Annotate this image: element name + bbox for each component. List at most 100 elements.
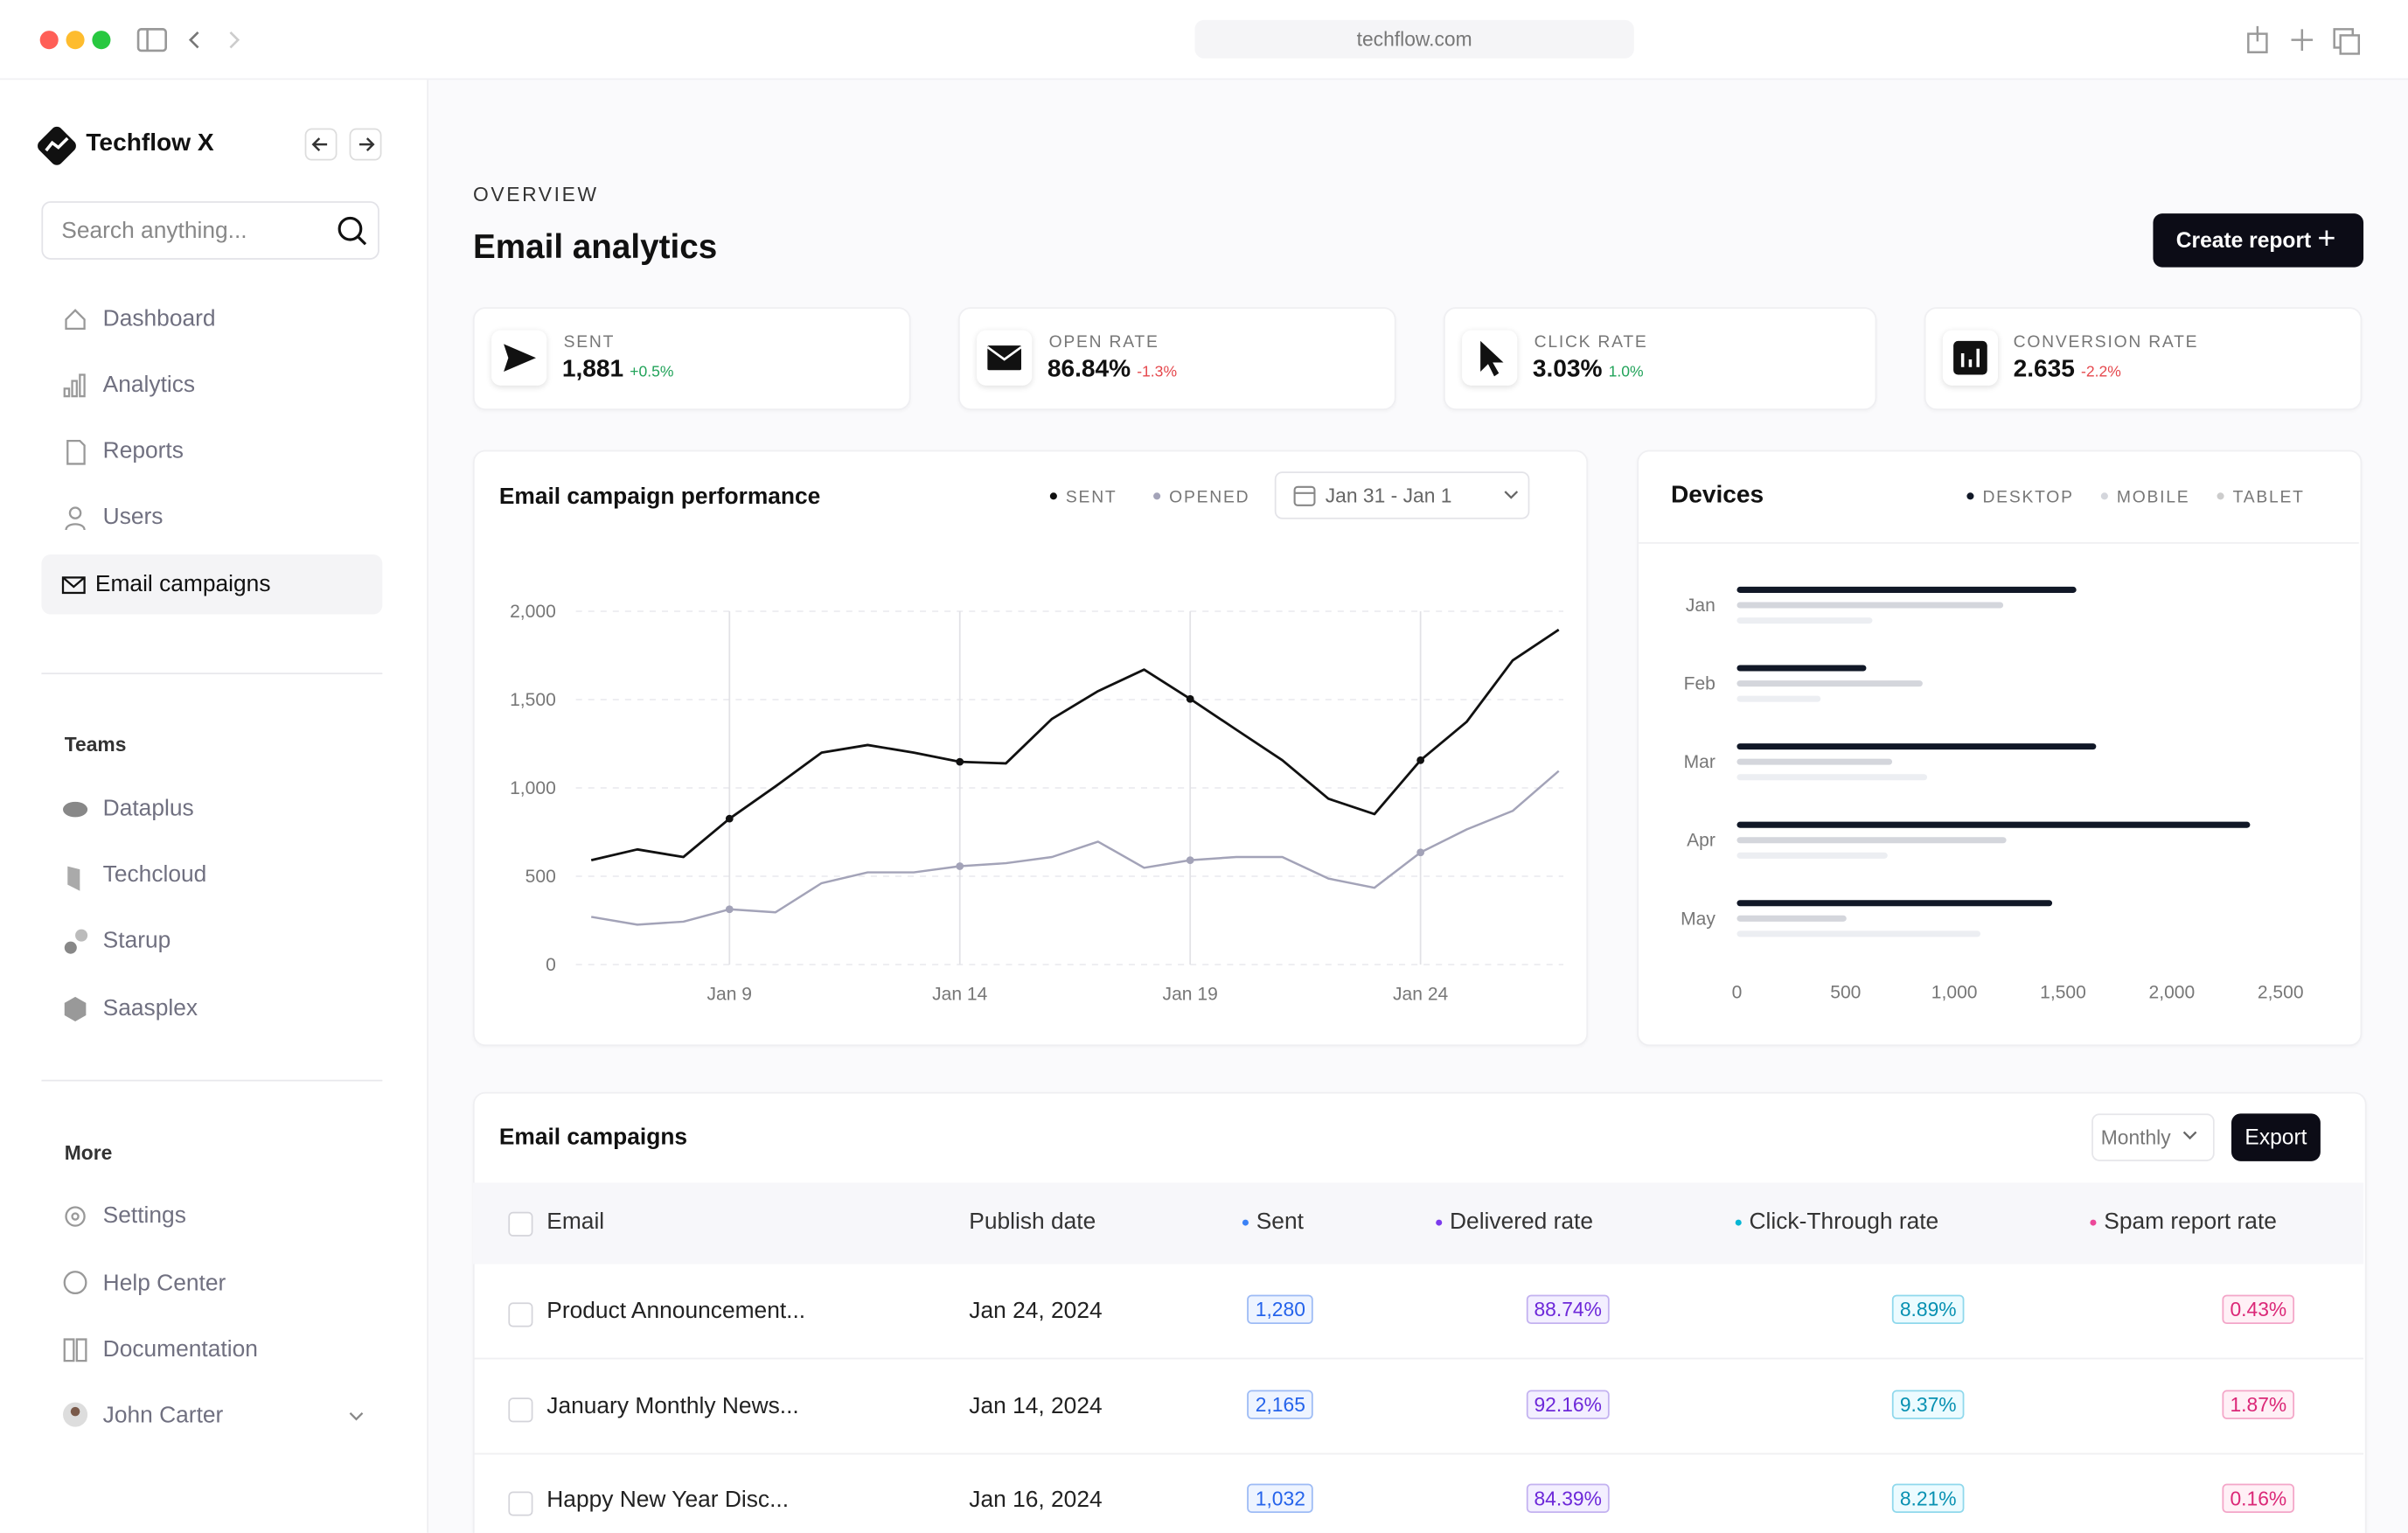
date-picker-icons	[1293, 485, 1519, 506]
user-name[interactable]: John Carter	[102, 1402, 224, 1429]
legend-label: SENT	[1066, 488, 1117, 506]
export-button[interactable]: Export	[2231, 1113, 2321, 1161]
column-header-text: Delivered rate	[1450, 1209, 1594, 1236]
nav-item[interactable]: Dashboard	[102, 305, 216, 332]
column-header-text: Spam report rate	[2104, 1209, 2277, 1236]
table-cell: 8.21%	[1892, 1483, 1965, 1514]
checkbox[interactable]	[508, 1211, 533, 1237]
nav-item[interactable]: Reports	[102, 437, 184, 464]
stat-label: OPEN RATE	[1048, 333, 1159, 352]
stat-icon	[491, 330, 547, 386]
table-cell: 84.39%	[1526, 1483, 1610, 1514]
x-tick-label: Jan 14	[932, 984, 988, 1004]
stat-icon	[1942, 330, 1999, 386]
more-item[interactable]: Settings	[102, 1202, 186, 1230]
y-tick-label: 1,000	[510, 778, 556, 798]
y-tick-label: Feb	[1684, 674, 1716, 694]
export-label: Export	[2244, 1124, 2307, 1149]
more-item[interactable]: Help Center	[102, 1270, 226, 1297]
checkbox[interactable]	[508, 1397, 533, 1422]
sidebar-arrows[interactable]	[304, 128, 384, 162]
performance-card	[472, 449, 1589, 1047]
bar	[1736, 743, 2097, 750]
stat-label: SENT	[563, 333, 616, 352]
x-tick-label: 2,500	[2258, 983, 2304, 1003]
badge: 1.87%	[2222, 1389, 2295, 1419]
table-cell: 88.74%	[1526, 1294, 1610, 1324]
checkbox[interactable]	[508, 1302, 533, 1327]
x-tick-label: 1,500	[2040, 983, 2086, 1003]
divider	[41, 672, 383, 675]
stat-number: 3.03%	[1532, 356, 1603, 383]
nav-item[interactable]: Analytics	[102, 372, 196, 398]
period-select[interactable]: Monthly	[2091, 1113, 2215, 1161]
bar	[1736, 617, 1873, 624]
legend-dot	[1049, 492, 1057, 500]
table-cell: Happy New Year Disc...	[546, 1487, 790, 1514]
more-item[interactable]: Documentation	[102, 1336, 258, 1362]
legend-label: DESKTOP	[1982, 488, 2073, 506]
bar	[1736, 774, 1928, 781]
line	[590, 628, 1560, 862]
bar	[1736, 586, 2077, 593]
stat-label: CONVERSION RATE	[2013, 333, 2199, 352]
stat-icon	[977, 330, 1033, 386]
stat-value: 1,881 +0.5%	[562, 356, 674, 384]
search-placeholder: Search anything...	[61, 218, 247, 245]
point	[1416, 756, 1425, 764]
team-item[interactable]: Techcloud	[102, 861, 207, 888]
section-title: Teams	[64, 732, 127, 756]
team-item[interactable]: Starup	[102, 927, 171, 954]
url-bar[interactable]: techflow.com	[1194, 19, 1634, 59]
divider	[41, 1079, 383, 1082]
y-tick-label: Jan	[1686, 596, 1716, 616]
x-tick-label: 2,000	[2149, 983, 2196, 1003]
point	[1186, 856, 1194, 865]
badge: 1,280	[1247, 1294, 1313, 1324]
nav-item[interactable]: Users	[102, 504, 164, 530]
table-cell: Product Announcement...	[546, 1298, 806, 1324]
badge: 0.16%	[2222, 1483, 2295, 1514]
table-cell: 0.43%	[2222, 1294, 2295, 1324]
badge: 2,165	[1247, 1389, 1313, 1419]
table-cell: 9.37%	[1892, 1389, 1965, 1419]
chart-title: Devices	[1670, 482, 1764, 509]
bar	[1736, 695, 1821, 702]
y-tick-label: Apr	[1687, 831, 1716, 851]
point	[956, 862, 964, 870]
search-box[interactable]: Search anything...	[41, 201, 379, 260]
legend-label: OPENED	[1169, 488, 1249, 506]
table-cell: Jan 14, 2024	[969, 1392, 1103, 1419]
column-header: Sent	[1242, 1209, 1304, 1235]
x-tick-label: Jan 19	[1163, 984, 1218, 1004]
bar	[1736, 837, 2007, 844]
browser-bar: techflow.com	[0, 0, 2408, 80]
stat-change: 1.0%	[1608, 364, 1644, 381]
column-header: Click-Through rate	[1735, 1209, 1938, 1235]
legend-label: MOBILE	[2117, 488, 2190, 506]
nav-item[interactable]: Email campaigns	[94, 571, 271, 598]
bar	[1736, 680, 1923, 687]
chevron	[349, 1412, 364, 1421]
team-item[interactable]: Saasplex	[102, 995, 198, 1021]
stat-number: 2.635	[2013, 356, 2075, 383]
url: techflow.com	[1356, 27, 1472, 51]
row-divider	[472, 1357, 2364, 1360]
plus-icon	[2318, 230, 2335, 247]
stat-number: 86.84%	[1047, 356, 1131, 383]
badge: 8.89%	[1892, 1294, 1965, 1324]
badge: 1,032	[1247, 1483, 1313, 1514]
table-title: Email campaigns	[498, 1124, 688, 1151]
create-report-button[interactable]: Create report	[2153, 213, 2364, 268]
checkbox[interactable]	[508, 1491, 533, 1516]
table-header-bg	[472, 1182, 2364, 1265]
date-picker[interactable]: Jan 31 - Jan 1	[1274, 471, 1530, 519]
y-tick-label: 1,500	[510, 690, 556, 710]
point	[956, 757, 964, 766]
table-cell: Jan 24, 2024	[969, 1298, 1103, 1324]
eyebrow: OVERVIEW	[472, 183, 599, 206]
legend-dot	[1966, 492, 1974, 500]
team-item[interactable]: Dataplus	[102, 795, 194, 822]
column-header: Email	[546, 1209, 605, 1236]
point	[725, 814, 734, 823]
